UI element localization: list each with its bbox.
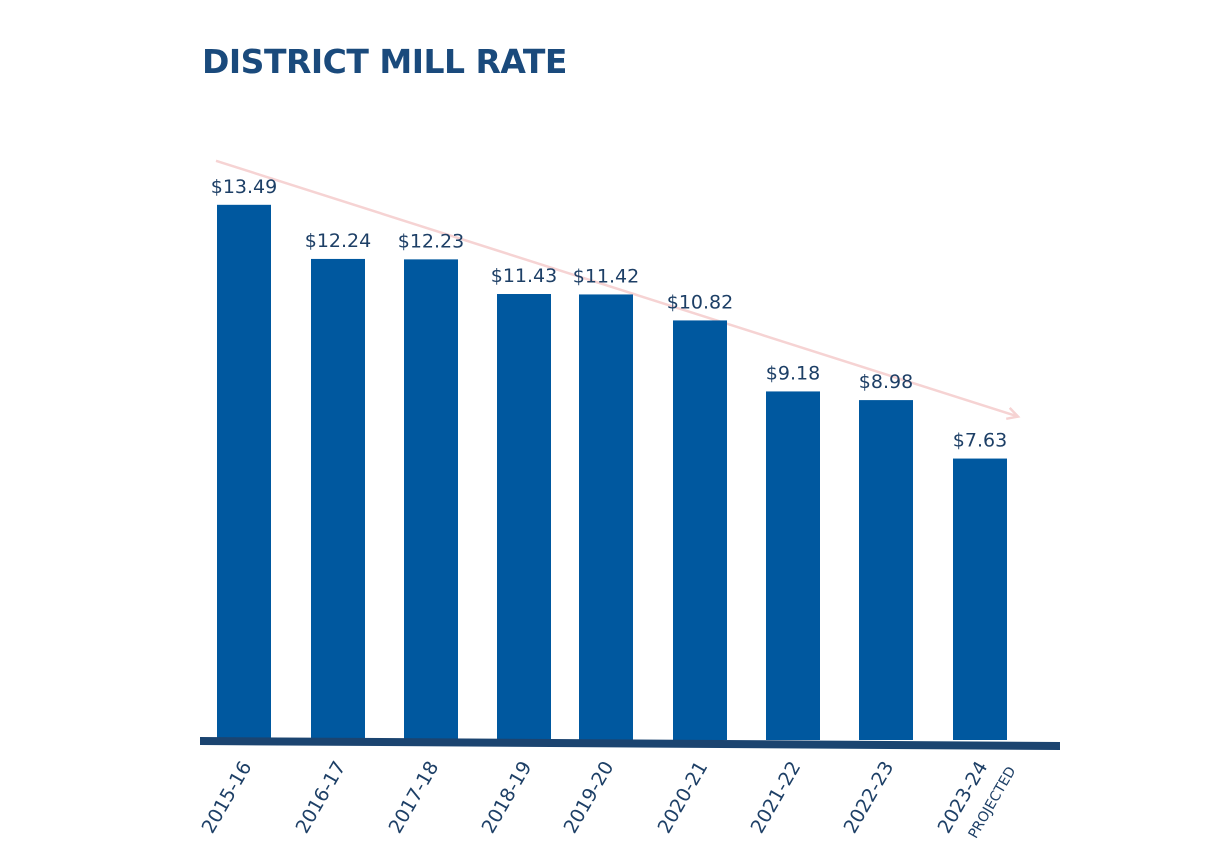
value-label: $9.18 <box>766 362 820 384</box>
value-label: $12.23 <box>398 230 464 252</box>
category-label: 2019-20 <box>560 758 619 838</box>
value-label: $13.49 <box>211 176 277 198</box>
bar-2021-22 <box>766 391 820 740</box>
bar-2022-23 <box>859 400 913 740</box>
value-labels-layer: $13.49 $12.24 $12.23 $11.43 $11.42 $10.82 $9.1… <box>211 176 1007 452</box>
chart-title: DISTRICT MILL RATE <box>202 42 567 81</box>
bar-2017-18 <box>404 259 458 740</box>
value-label: $7.63 <box>953 430 1007 452</box>
bar-2018-19 <box>497 294 551 740</box>
x-axis-layer <box>200 737 1060 750</box>
x-axis-line <box>200 737 1060 750</box>
value-label: $8.98 <box>859 371 913 393</box>
value-label: $11.43 <box>491 265 557 287</box>
category-labels-layer: 2015-16 2016-17 2017-18 2018-19 2019-20 2020-… <box>198 758 1020 842</box>
bar-2020-21 <box>673 320 727 740</box>
trend-arrow-line <box>215 159 1019 418</box>
bars-layer <box>217 204 1007 740</box>
category-label: 2016-17 <box>292 758 351 838</box>
value-label: $12.24 <box>305 230 371 252</box>
category-label: 2021-22 <box>747 758 806 838</box>
trend-arrow-layer <box>215 159 1021 421</box>
value-label: $10.82 <box>667 291 733 313</box>
category-label: 2022-23 <box>840 758 899 838</box>
bar-2019-20 <box>579 294 633 740</box>
category-label: 2015-16 <box>198 758 257 838</box>
value-label: $11.42 <box>573 265 639 287</box>
category-label: 2018-19 <box>478 758 537 838</box>
bar-2016-17 <box>311 258 365 740</box>
category-label: 2017-18 <box>385 758 444 838</box>
bar-2023-24 <box>953 458 1007 740</box>
bar-2015-16 <box>217 204 271 740</box>
trend-arrow-head <box>1005 407 1021 421</box>
category-label: 2020-21 <box>654 758 713 838</box>
